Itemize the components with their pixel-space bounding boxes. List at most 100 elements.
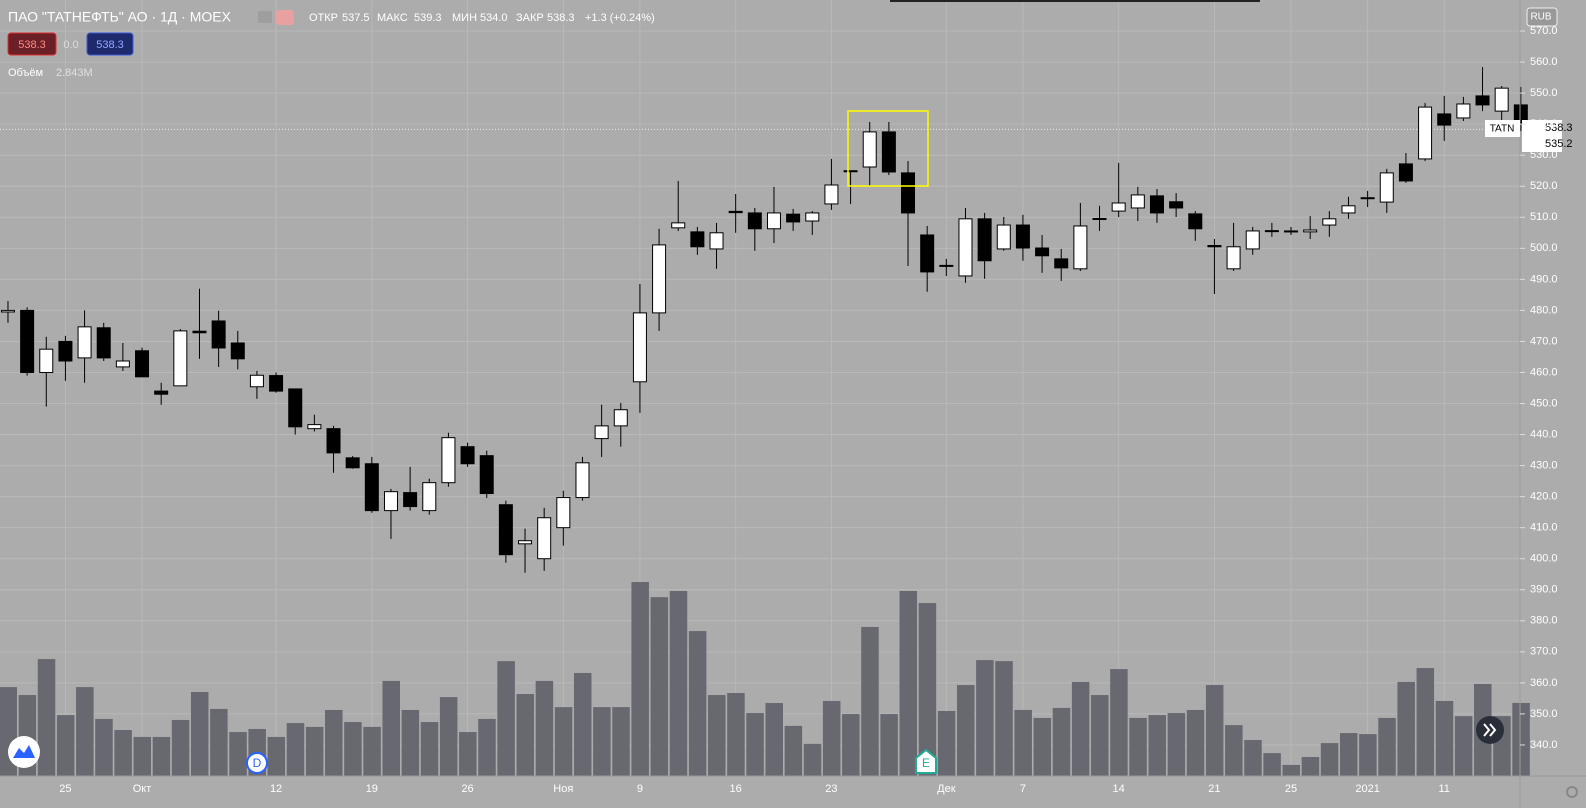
candle-body — [39, 348, 54, 373]
y-tick-label: 520.0 — [1530, 180, 1558, 192]
y-tick-label: 350.0 — [1530, 708, 1558, 720]
candle-body — [766, 212, 781, 230]
close-value: 538.3 — [547, 12, 575, 24]
volume-bar — [1454, 716, 1473, 776]
volume-bar — [765, 703, 783, 776]
volume-bar — [1435, 700, 1454, 776]
candle-body — [383, 491, 398, 512]
volume-bar — [1512, 702, 1530, 776]
y-tick-label: 510.0 — [1530, 211, 1558, 223]
volume-bar — [267, 736, 286, 776]
menu-icon[interactable] — [258, 11, 272, 23]
volume-bar — [1167, 713, 1186, 776]
top-bar — [890, 0, 1260, 2]
y-tick-label: 420.0 — [1530, 491, 1558, 503]
volume-bar — [956, 685, 975, 776]
candle-body — [690, 231, 705, 248]
ask-box[interactable] — [86, 32, 134, 56]
candle-body — [1303, 229, 1318, 233]
y-tick-label: 530.0 — [1530, 149, 1558, 161]
currency-label: RUB — [1530, 12, 1551, 23]
volume-bar — [995, 661, 1013, 776]
candle-body — [881, 131, 896, 173]
candle-body — [1226, 246, 1241, 270]
currency-button[interactable] — [1526, 7, 1558, 27]
volume-bar — [420, 722, 439, 776]
change-value: +1.3 (+0.24%) — [585, 12, 655, 24]
volume-bar — [861, 626, 879, 776]
candle-body — [939, 264, 954, 267]
volume-layer — [0, 582, 1530, 776]
volume-bar — [688, 631, 707, 776]
candle-body — [1398, 163, 1413, 182]
logo-button[interactable] — [8, 736, 40, 768]
candle-body — [345, 457, 360, 469]
dividend-marker[interactable] — [246, 752, 268, 774]
volume-bar — [56, 715, 75, 776]
y-tick-label: 430.0 — [1530, 460, 1558, 472]
candle-body — [977, 218, 992, 262]
x-tick-label: 16 — [730, 783, 742, 795]
candle-body — [1379, 172, 1394, 203]
volume-bar — [497, 661, 515, 776]
volume-bar — [190, 691, 209, 776]
x-tick-label: 2021 — [1355, 783, 1379, 795]
volume-bar — [746, 713, 764, 776]
x-tick-label: Ноя — [553, 783, 573, 795]
candle-body — [498, 504, 513, 556]
candle-body — [1073, 225, 1088, 270]
volume-bar — [631, 582, 649, 776]
volume-bar — [1205, 685, 1224, 776]
candle-body — [1054, 258, 1069, 269]
volume-bar — [573, 672, 592, 776]
volume-bar — [708, 695, 726, 776]
candle-body — [249, 374, 264, 388]
volume-bar — [669, 590, 688, 776]
volume-bar — [325, 709, 343, 776]
candle-body — [632, 312, 647, 383]
volume-bar — [229, 732, 247, 776]
candle-body — [594, 425, 609, 440]
y-tick-label: 470.0 — [1530, 335, 1558, 347]
candle-body — [1341, 205, 1356, 214]
earnings-marker[interactable] — [915, 748, 937, 774]
y-tick-label: 340.0 — [1530, 739, 1558, 751]
x-tick-label: 26 — [461, 783, 473, 795]
volume-bar — [1339, 733, 1358, 776]
candle-body — [115, 360, 130, 368]
y-tick-label: 400.0 — [1530, 553, 1558, 565]
low-value: 534.0 — [480, 12, 508, 24]
compare-icon[interactable] — [276, 10, 294, 25]
candle-body — [0, 309, 15, 313]
candle-body — [901, 172, 916, 214]
candle-body — [805, 212, 820, 222]
candle-body — [862, 131, 877, 168]
volume-bar — [1378, 717, 1396, 776]
bid-box[interactable] — [7, 32, 57, 56]
candle-body — [20, 309, 35, 373]
x-tick-label: 25 — [59, 783, 71, 795]
volume-bar — [535, 680, 554, 776]
volume-bar — [95, 718, 113, 776]
candle-body — [1284, 230, 1299, 233]
volume-bar — [822, 700, 841, 776]
candle-body — [1494, 87, 1509, 112]
x-tick-label: 9 — [637, 783, 643, 795]
second-price-badge — [1522, 136, 1562, 152]
candle-body — [479, 455, 494, 495]
candle-body — [786, 213, 801, 223]
open-value: 537.5 — [342, 12, 370, 24]
volume-bar — [1416, 668, 1435, 776]
candle-body — [1207, 245, 1222, 248]
settings-button[interactable] — [1566, 786, 1578, 798]
x-tick-label: 11 — [1439, 783, 1450, 795]
candle-body — [1111, 202, 1126, 212]
y-tick-label: 460.0 — [1530, 366, 1558, 378]
candle-body — [211, 320, 226, 349]
symbol-badge-label: TATN — [1490, 124, 1515, 135]
volume-bar — [918, 603, 937, 776]
candle-body — [613, 409, 628, 427]
volume-bar — [459, 732, 477, 776]
x-tick-label: 21 — [1208, 783, 1220, 795]
